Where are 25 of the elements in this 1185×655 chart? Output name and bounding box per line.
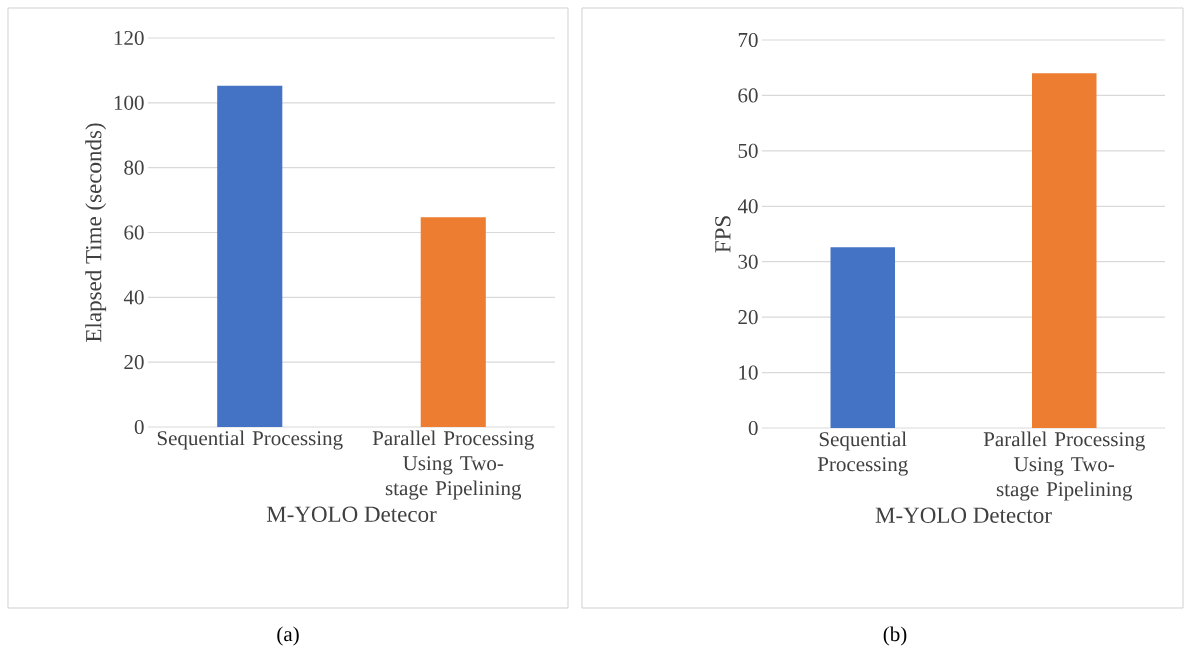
y-tick-label: 80 <box>124 160 144 175</box>
y-tick-label: 60 <box>738 88 758 103</box>
y-tick-label: 0 <box>134 419 144 435</box>
y-axis-title: FPS <box>715 216 731 253</box>
y-tick-label: 60 <box>124 225 144 240</box>
x-axis-title: M-YOLO Detecor <box>266 506 437 522</box>
x-tick-label: Sequential Processing <box>157 430 343 450</box>
y-axis-title: Elapsed Time (seconds) <box>85 123 107 342</box>
y-tick-label: 20 <box>738 310 758 325</box>
text: (b) <box>883 626 907 646</box>
x-tick-label: Parallel Processing Using Two-stage Pipelining <box>372 430 534 500</box>
y-tick-label: 50 <box>738 143 758 158</box>
y-tick-label: 30 <box>738 254 758 269</box>
y-tick-label: 40 <box>737 199 758 214</box>
y-tick-label: 70 <box>738 32 758 48</box>
y-tick-label: 10 <box>739 365 758 380</box>
y-tick-label: 40 <box>123 290 144 305</box>
x-tick-label: Parallel Processing Using Two-stage Pipelining <box>983 431 1145 501</box>
y-tick-label: 0 <box>748 420 758 436</box>
x-axis-title: M-YOLO Detector <box>875 507 1052 523</box>
y-tick-label: 100 <box>114 95 144 110</box>
y-tick-label: 20 <box>124 355 144 370</box>
y-tick-label: 120 <box>114 30 144 46</box>
x-tick-label: Sequential Processing <box>817 431 908 476</box>
text: (a) <box>277 626 299 646</box>
